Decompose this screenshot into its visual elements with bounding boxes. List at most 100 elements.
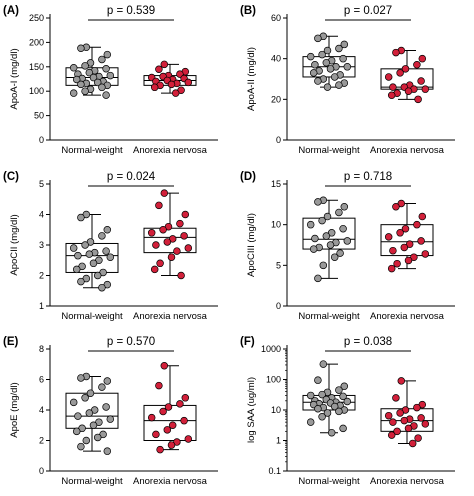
normal-weight-data-point <box>89 259 98 268</box>
normal-weight-data-point <box>72 427 81 436</box>
normal-weight-data-point <box>102 65 110 73</box>
normal-weight-data-point <box>339 224 347 233</box>
y-tick-label: 0 <box>276 301 281 311</box>
anorexia-nervosa-data-point <box>400 243 409 252</box>
p-value-label: p = 0.027 <box>344 5 392 17</box>
panel-label: (C) <box>3 171 19 183</box>
normal-weight-data-point <box>77 80 85 89</box>
y-tick-label: 0 <box>39 135 44 145</box>
normal-weight-data-point <box>103 447 112 455</box>
y-tick-label: 15 <box>271 179 281 189</box>
normal-weight-data-point <box>314 77 322 85</box>
normal-weight-data-point <box>327 428 336 437</box>
panel-c: (C) ApoCII (mg/dl) 1 2 3 4 5 Normal-weight Anore… <box>0 166 237 331</box>
normal-weight-data-point <box>86 389 95 397</box>
normal-weight-data-point <box>306 52 315 61</box>
normal-weight-data-point <box>85 250 94 258</box>
normal-weight-data-point <box>306 391 315 400</box>
x-category-label: Anorexia nervosa <box>370 476 445 487</box>
anorexia-nervosa-data-point <box>180 232 188 240</box>
y-tick-label: 10 <box>271 220 281 230</box>
panel-b: (B) ApoA-II (mg/dl) 0 20 40 60 Normal-weight An… <box>237 0 474 165</box>
anorexia-nervosa-data-point <box>392 394 400 402</box>
normal-weight-data-point <box>98 383 106 391</box>
anorexia-nervosa-data-point <box>413 220 421 229</box>
normal-weight-data-point <box>77 213 85 222</box>
normal-weight-data-point <box>330 402 339 411</box>
y-tick-label: 5 <box>39 179 44 189</box>
normal-weight-data-point <box>98 283 106 292</box>
anorexia-nervosa-data-point <box>181 394 190 402</box>
normal-weight-data-point <box>340 382 349 391</box>
normal-weight-data-point <box>322 58 331 67</box>
normal-weight-data-point <box>318 413 326 421</box>
normal-weight-data-point <box>311 234 319 243</box>
y-tick-label: 40 <box>271 54 281 64</box>
normal-weight-data-point <box>98 83 106 92</box>
panel-e-chart: (E) ApoE (mg/dl) 0 2 4 6 8 Normal-weight Anorexi… <box>3 336 218 487</box>
y-axis-label: log SAA (ug/ml) <box>246 377 257 443</box>
anorexia-nervosa-data-point <box>397 377 406 385</box>
panel-f-chart: (F) log SAA (ug/ml) 0.1 1 10 100 1000 Normal-we… <box>240 336 455 487</box>
normal-weight-data-point <box>89 421 98 429</box>
anorexia-nervosa-data-point <box>401 224 410 233</box>
normal-weight-data-point <box>74 251 82 260</box>
y-axis-label: ApoCII (mg/dl) <box>9 214 20 275</box>
normal-weight-data-point <box>69 398 78 407</box>
p-value-label: p = 0.570 <box>107 336 155 348</box>
anorexia-nervosa-data-point <box>159 225 167 234</box>
anorexia-nervosa-data-point <box>163 426 172 434</box>
anorexia-nervosa-data-point <box>167 253 176 261</box>
normal-weight-data-point <box>340 40 349 49</box>
normal-weight-data-point <box>69 64 78 72</box>
y-tick-label: 0 <box>39 466 44 476</box>
normal-weight-data-point <box>106 253 115 261</box>
anorexia-nervosa-data-point <box>160 362 169 370</box>
normal-weight-data-point <box>340 203 349 211</box>
anorexia-nervosa-data-point <box>156 259 164 268</box>
x-category-label: Anorexia nervosa <box>133 311 208 322</box>
anorexia-nervosa-data-point <box>159 407 167 416</box>
p-value-label: p = 0.539 <box>107 5 155 17</box>
y-axis-label: ApoCIII (mg/dl) <box>246 213 257 277</box>
normal-weight-data-point <box>309 245 318 253</box>
normal-weight-data-point <box>306 220 315 229</box>
normal-weight-data-point <box>326 65 335 73</box>
normal-weight-data-point <box>314 404 322 413</box>
normal-weight-data-point <box>81 394 89 402</box>
anorexia-nervosa-data-point <box>418 54 427 63</box>
y-tick-label: 4 <box>39 405 44 415</box>
anorexia-nervosa-data-point <box>410 253 418 261</box>
panel-d-chart: (D) ApoCIII (mg/dl) 0 5 10 15 Normal-weight Ano… <box>240 171 455 322</box>
x-category-label: Normal-weight <box>298 476 360 487</box>
anorexia-nervosa-data-point <box>163 238 172 246</box>
anorexia-nervosa-data-point <box>389 83 397 91</box>
panel-c-chart: (C) ApoCII (mg/dl) 1 2 3 4 5 Normal-weight Anore… <box>3 171 218 322</box>
normal-weight-data-point <box>322 232 331 240</box>
anorexia-nervosa-data-point <box>152 430 160 439</box>
anorexia-nervosa-data-point <box>155 381 163 390</box>
anorexia-nervosa-data-point <box>180 416 188 425</box>
normal-weight-data-point <box>335 386 343 394</box>
y-tick-label: 10 <box>271 405 281 415</box>
normal-weight-data-point <box>106 415 115 423</box>
normal-weight-data-point <box>103 225 112 234</box>
x-category-label: Anorexia nervosa <box>370 145 445 156</box>
x-category-label: Anorexia nervosa <box>370 311 445 322</box>
normal-weight-data-point <box>311 61 319 69</box>
normal-weight-data-point <box>93 433 102 442</box>
normal-weight-data-point <box>93 271 102 280</box>
normal-weight-data-point <box>98 232 106 240</box>
y-tick-label: 250 <box>29 13 44 23</box>
anorexia-nervosa-data-point <box>405 240 414 248</box>
normal-weight-box <box>65 67 119 86</box>
normal-weight-data-point <box>81 241 89 249</box>
x-category-label: Normal-weight <box>61 476 123 487</box>
anorexia-nervosa-data-point <box>184 244 193 252</box>
anorexia-nervosa-data-point <box>167 80 176 89</box>
y-tick-label: 5 <box>276 260 281 270</box>
normal-weight-data-point <box>103 377 112 385</box>
anorexia-nervosa-box <box>380 224 434 257</box>
p-value-label: p = 0.038 <box>344 336 392 348</box>
normal-weight-data-point <box>102 403 110 411</box>
